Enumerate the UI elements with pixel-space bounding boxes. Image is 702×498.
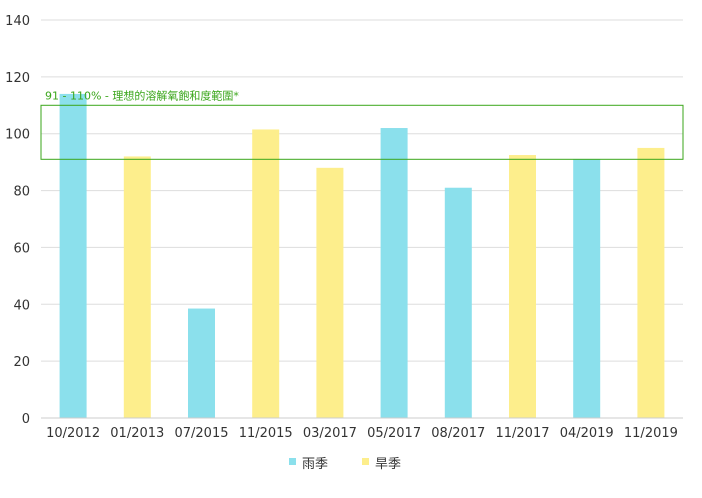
y-tick-label: 60 bbox=[13, 241, 30, 256]
bar[interactable] bbox=[123, 156, 151, 418]
legend-label[interactable]: 旱季 bbox=[375, 457, 401, 472]
x-tick-label: 11/2015 bbox=[239, 426, 293, 441]
bar[interactable] bbox=[637, 147, 665, 418]
x-tick-label: 07/2015 bbox=[174, 426, 228, 441]
bar[interactable] bbox=[59, 93, 87, 419]
x-tick-label: 03/2017 bbox=[303, 426, 357, 441]
legend-swatch bbox=[289, 458, 296, 465]
bar[interactable] bbox=[316, 167, 344, 418]
legend-label[interactable]: 雨季 bbox=[302, 457, 328, 472]
y-tick-label: 40 bbox=[13, 298, 30, 313]
y-tick-label: 80 bbox=[13, 185, 30, 200]
bar[interactable] bbox=[188, 308, 215, 418]
x-tick-label: 11/2019 bbox=[624, 426, 678, 441]
x-tick-label: 04/2019 bbox=[560, 426, 614, 441]
x-tick-label: 11/2017 bbox=[495, 426, 549, 441]
bar[interactable] bbox=[252, 129, 280, 418]
bar[interactable] bbox=[444, 187, 472, 418]
bar[interactable] bbox=[380, 128, 408, 418]
axes: 0 20 40 60 80 100 120 140 10/2012 01/2013 07/2015 1… bbox=[5, 14, 683, 441]
legend[interactable]: 雨季 旱季 bbox=[289, 457, 401, 472]
x-tick-label: 05/2017 bbox=[367, 426, 421, 441]
y-tick-label: 140 bbox=[5, 14, 30, 29]
target-range-rect bbox=[40, 104, 684, 160]
y-tick-label: 100 bbox=[5, 128, 30, 143]
target-range-label: 91 - 110% - 理想的溶解氧飽和度範圍* bbox=[45, 88, 239, 102]
x-tick-label: 10/2012 bbox=[46, 426, 100, 441]
x-tick-label: 08/2017 bbox=[431, 426, 485, 441]
y-tick-label: 0 bbox=[22, 412, 30, 427]
y-tick-label: 20 bbox=[13, 355, 30, 370]
target-range-band: 91 - 110% - 理想的溶解氧飽和度範圍* bbox=[40, 88, 684, 160]
bar[interactable] bbox=[573, 159, 601, 419]
y-tick-label: 120 bbox=[5, 71, 30, 86]
legend-swatch bbox=[362, 458, 369, 465]
x-tick-label: 01/2013 bbox=[110, 426, 164, 441]
bars bbox=[59, 93, 665, 419]
bar[interactable] bbox=[509, 155, 536, 419]
